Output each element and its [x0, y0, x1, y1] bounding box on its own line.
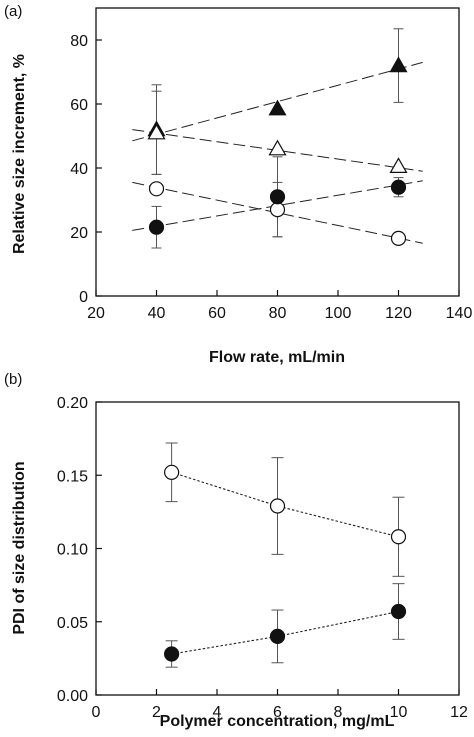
panel-a-x-tick-label: 60 — [208, 305, 226, 322]
panel-a-y-tick-label: 20 — [70, 225, 88, 242]
panel-b-data-points — [164, 464, 407, 662]
panel-a-x-tick-label: 80 — [269, 305, 287, 322]
panel-b-y-tick-label: 0.20 — [57, 395, 88, 412]
panel-b-point-circle-open — [164, 464, 180, 480]
panel-a-x-tick-label: 140 — [446, 305, 473, 322]
panel-a-point-triangle-open — [389, 157, 408, 173]
panel-a-data-points — [147, 56, 408, 246]
panel-b-point-circle-filled — [390, 603, 407, 620]
panel-a-point-circle-open — [148, 181, 165, 197]
panel-a-x-tick-label: 40 — [148, 305, 166, 322]
panel-b-y-tick-label: 0.05 — [57, 615, 88, 632]
panel-a-point-circle-filled — [269, 189, 286, 205]
panel-a-point-triangle-open — [147, 123, 166, 140]
panel-b-x-axis-label: Polymer concentration, mg/mL — [160, 713, 395, 730]
panel-a-y-tick-label: 0 — [79, 289, 88, 306]
panel-a-point-circle-open — [390, 230, 407, 246]
panel-a-x-tick-label: 120 — [385, 305, 412, 322]
panel-b-x-axis: 0 2 4 6 8 10 12 — [92, 689, 468, 721]
panel-a-label: (a) — [4, 3, 22, 20]
panel-b-y-axis: 0.00 0.05 0.10 0.15 0.20 — [57, 395, 102, 705]
panel-a-y-tick-label: 80 — [70, 33, 88, 50]
panel-b-y-axis-label: PDI of size distribution — [11, 461, 28, 634]
panel-a-series-3-line — [132, 181, 423, 244]
panel-b-point-circle-filled — [269, 628, 286, 645]
panel-b-label: (b) — [4, 371, 22, 388]
panel-b-x-tick-label: 8 — [334, 704, 343, 721]
panel-b-x-tick-label: 4 — [213, 704, 222, 721]
panel-a-point-circle-filled — [390, 179, 407, 195]
panel-a-point-circle-open — [269, 202, 286, 218]
panel-a-point-triangle-filled — [268, 99, 287, 116]
panel-a-x-tick-label: 100 — [325, 305, 352, 322]
panel-b-chart: (b) 0 2 4 6 8 10 12 0.00 0.05 0.10 0.15 0.20 Polym… — [4, 371, 468, 730]
panel-a-y-axis: 0 20 40 60 80 — [70, 33, 102, 306]
panel-b-point-circle-open — [269, 498, 286, 514]
panel-a-x-axis: 20 40 60 80 100 120 140 — [87, 290, 472, 322]
panel-a-point-triangle-open — [268, 139, 287, 156]
panel-a-point-triangle-filled — [389, 56, 408, 73]
panel-b-error-bars — [165, 442, 405, 668]
panel-b-point-circle-filled — [164, 646, 180, 662]
panel-b-series-lines — [171, 471, 399, 655]
panel-b-x-tick-label: 6 — [273, 704, 282, 721]
panel-b-x-tick-label: 2 — [152, 704, 161, 721]
panel-b-x-tick-label: 0 — [92, 704, 101, 721]
panel-a-x-axis-label: Flow rate, mL/min — [209, 349, 345, 366]
panel-a-y-tick-label: 60 — [70, 97, 88, 114]
panel-b-series-2-line — [171, 610, 399, 655]
panel-a-point-circle-filled — [148, 219, 165, 235]
panel-b-x-tick-label: 10 — [390, 704, 408, 721]
panel-b-series-1-line — [171, 471, 399, 538]
panel-b-y-tick-label: 0.15 — [57, 468, 88, 485]
panel-b-y-tick-label: 0.00 — [57, 688, 88, 705]
panel-a-y-axis-label: Relative size increment, % — [11, 54, 28, 254]
panel-b-x-tick-label: 12 — [450, 704, 468, 721]
panel-a-x-tick-label: 20 — [87, 305, 105, 322]
panel-a-y-tick-label: 40 — [70, 161, 88, 178]
panel-b-point-circle-open — [390, 529, 407, 545]
panel-b-y-tick-label: 0.10 — [57, 542, 88, 559]
